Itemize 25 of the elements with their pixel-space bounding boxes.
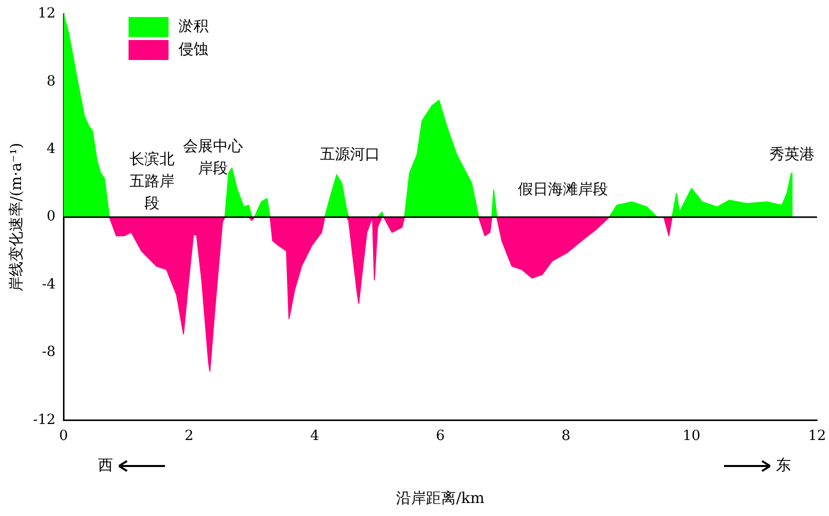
x-tick-label: 10 — [682, 428, 700, 444]
annotation: 长滨北五路岸段 — [130, 150, 174, 212]
y-tick-label: -8 — [42, 344, 56, 360]
y-tick-label: -12 — [33, 412, 56, 428]
annotation: 五源河口 — [320, 144, 380, 163]
x-tick-label: 4 — [310, 428, 320, 444]
x-axis-title: 沿岸距离/km — [396, 488, 485, 507]
y-tick-label: 0 — [46, 208, 56, 225]
x-tick-label: 6 — [436, 428, 445, 444]
x-tick-label: 2 — [184, 428, 194, 444]
x-tick-label: 0 — [59, 428, 68, 444]
x-tick-label: 12 — [808, 428, 826, 444]
text: 西 — [98, 456, 113, 475]
annotation: 假日海滩岸段 — [518, 180, 608, 198]
y-tick-label: 4 — [46, 141, 56, 158]
text: 东 — [776, 456, 791, 475]
legend-label: 淤积 — [178, 16, 209, 35]
y-axis-title: 岸线变化速率/(m·a⁻¹) — [6, 142, 25, 292]
legend-label: 侵蚀 — [178, 40, 209, 58]
y-tick-label: 8 — [46, 73, 56, 90]
x-tick-label: 8 — [561, 428, 570, 444]
y-tick-label: -4 — [42, 276, 56, 292]
annotation: 秀英港 — [770, 144, 814, 163]
y-tick-label: 12 — [38, 6, 56, 22]
annotation: 会展中心岸段 — [183, 136, 243, 177]
